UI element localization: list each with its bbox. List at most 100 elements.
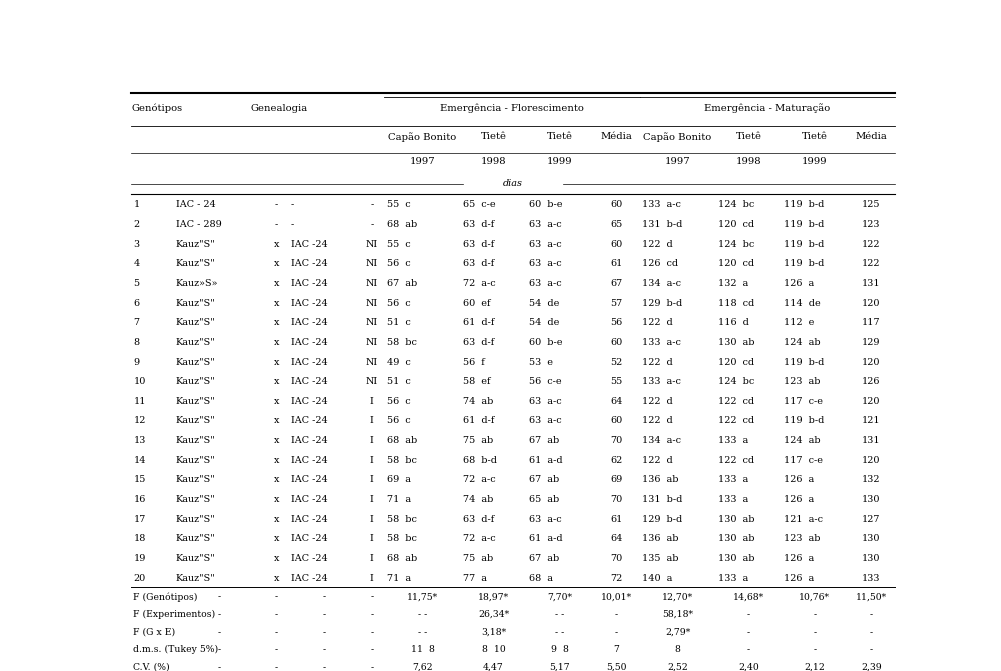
Text: 11: 11 bbox=[134, 397, 146, 406]
Text: I: I bbox=[370, 495, 373, 504]
Text: 19: 19 bbox=[134, 554, 146, 563]
Text: 58  ef: 58 ef bbox=[462, 377, 490, 386]
Text: -: - bbox=[813, 646, 817, 654]
Text: 129  b-d: 129 b-d bbox=[642, 515, 682, 523]
Text: 56  c: 56 c bbox=[386, 397, 410, 406]
Text: - -: - - bbox=[417, 610, 427, 619]
Text: 7: 7 bbox=[134, 318, 140, 327]
Text: 130: 130 bbox=[862, 534, 881, 544]
Text: 67: 67 bbox=[610, 279, 623, 288]
Text: IAC -24: IAC -24 bbox=[290, 299, 327, 307]
Text: -: - bbox=[217, 592, 220, 601]
Text: 8: 8 bbox=[675, 646, 681, 654]
Text: IAC -24: IAC -24 bbox=[290, 260, 327, 268]
Text: 136  ab: 136 ab bbox=[642, 534, 679, 544]
Text: 7: 7 bbox=[614, 646, 620, 654]
Text: 68  b-d: 68 b-d bbox=[462, 456, 496, 465]
Text: x: x bbox=[273, 240, 279, 249]
Text: x: x bbox=[273, 534, 279, 544]
Text: Kauz"S": Kauz"S" bbox=[176, 495, 215, 504]
Text: 114  de: 114 de bbox=[784, 299, 821, 307]
Text: 133  a: 133 a bbox=[718, 436, 748, 445]
Text: 18: 18 bbox=[134, 534, 146, 544]
Text: IAC -24: IAC -24 bbox=[290, 495, 327, 504]
Text: Kauz"S": Kauz"S" bbox=[176, 397, 215, 406]
Text: IAC -24: IAC -24 bbox=[290, 397, 327, 406]
Text: 126  a: 126 a bbox=[784, 495, 815, 504]
Text: 118  cd: 118 cd bbox=[718, 299, 754, 307]
Text: Kauz"S": Kauz"S" bbox=[176, 456, 215, 465]
Text: 124  ab: 124 ab bbox=[784, 338, 821, 347]
Text: x: x bbox=[273, 495, 279, 504]
Text: 60  b-e: 60 b-e bbox=[529, 201, 563, 209]
Text: 60: 60 bbox=[610, 240, 623, 249]
Text: 1998: 1998 bbox=[736, 158, 762, 166]
Text: 2,40: 2,40 bbox=[739, 663, 759, 671]
Text: 14: 14 bbox=[134, 456, 146, 465]
Text: 77  a: 77 a bbox=[462, 574, 486, 582]
Text: 122  cd: 122 cd bbox=[718, 417, 754, 425]
Text: 130  ab: 130 ab bbox=[718, 338, 755, 347]
Text: 68  ab: 68 ab bbox=[386, 554, 417, 563]
Text: 130  ab: 130 ab bbox=[718, 515, 755, 523]
Text: 9: 9 bbox=[134, 358, 140, 366]
Text: 122  d: 122 d bbox=[642, 397, 673, 406]
Text: 3: 3 bbox=[134, 240, 140, 249]
Text: IAC -24: IAC -24 bbox=[290, 456, 327, 465]
Text: 131: 131 bbox=[862, 279, 881, 288]
Text: 2,12: 2,12 bbox=[805, 663, 825, 671]
Text: 68  ab: 68 ab bbox=[386, 220, 417, 229]
Text: 63  a-c: 63 a-c bbox=[529, 279, 562, 288]
Text: NI: NI bbox=[365, 299, 378, 307]
Text: 63  d-f: 63 d-f bbox=[462, 260, 494, 268]
Text: 125: 125 bbox=[862, 201, 881, 209]
Text: Tietê: Tietê bbox=[547, 132, 573, 142]
Text: Média: Média bbox=[601, 132, 633, 142]
Text: 63  a-c: 63 a-c bbox=[529, 260, 562, 268]
Text: 60  ef: 60 ef bbox=[462, 299, 490, 307]
Text: 74  ab: 74 ab bbox=[462, 495, 493, 504]
Text: -: - bbox=[747, 610, 750, 619]
Text: -: - bbox=[322, 646, 325, 654]
Text: -: - bbox=[870, 627, 873, 637]
Text: 67  ab: 67 ab bbox=[529, 554, 560, 563]
Text: 3,18*: 3,18* bbox=[480, 627, 507, 637]
Text: IAC -24: IAC -24 bbox=[290, 534, 327, 544]
Text: - -: - - bbox=[556, 627, 565, 637]
Text: 131  b-d: 131 b-d bbox=[642, 220, 683, 229]
Text: 126  a: 126 a bbox=[784, 279, 815, 288]
Text: Kauz"S": Kauz"S" bbox=[176, 318, 215, 327]
Text: Kauz"S": Kauz"S" bbox=[176, 436, 215, 445]
Text: 5: 5 bbox=[134, 279, 140, 288]
Text: 58  bc: 58 bc bbox=[386, 534, 416, 544]
Text: 63  d-f: 63 d-f bbox=[462, 220, 494, 229]
Text: 6: 6 bbox=[134, 299, 140, 307]
Text: 49  c: 49 c bbox=[386, 358, 410, 366]
Text: C.V. (%): C.V. (%) bbox=[133, 663, 169, 671]
Text: 121: 121 bbox=[862, 417, 881, 425]
Text: IAC -24: IAC -24 bbox=[290, 279, 327, 288]
Text: 126  cd: 126 cd bbox=[642, 260, 678, 268]
Text: 10,76*: 10,76* bbox=[800, 592, 831, 601]
Text: 122  d: 122 d bbox=[642, 358, 673, 366]
Text: 75  ab: 75 ab bbox=[462, 436, 493, 445]
Text: 65: 65 bbox=[610, 220, 623, 229]
Text: 7,70*: 7,70* bbox=[548, 592, 573, 601]
Text: 120: 120 bbox=[862, 456, 881, 465]
Text: 126  a: 126 a bbox=[784, 554, 815, 563]
Text: 67  ab: 67 ab bbox=[386, 279, 417, 288]
Text: Capão Bonito: Capão Bonito bbox=[644, 132, 712, 142]
Text: 133: 133 bbox=[862, 574, 881, 582]
Text: -: - bbox=[217, 610, 220, 619]
Text: 120: 120 bbox=[862, 358, 881, 366]
Text: x: x bbox=[273, 515, 279, 523]
Text: 122  d: 122 d bbox=[642, 417, 673, 425]
Text: 122  cd: 122 cd bbox=[718, 456, 754, 465]
Text: -: - bbox=[275, 663, 278, 671]
Text: 63  a-c: 63 a-c bbox=[529, 515, 562, 523]
Text: 5,50: 5,50 bbox=[606, 663, 627, 671]
Text: -: - bbox=[290, 220, 294, 229]
Text: 60: 60 bbox=[610, 201, 623, 209]
Text: 120  cd: 120 cd bbox=[718, 260, 754, 268]
Text: NI: NI bbox=[365, 358, 378, 366]
